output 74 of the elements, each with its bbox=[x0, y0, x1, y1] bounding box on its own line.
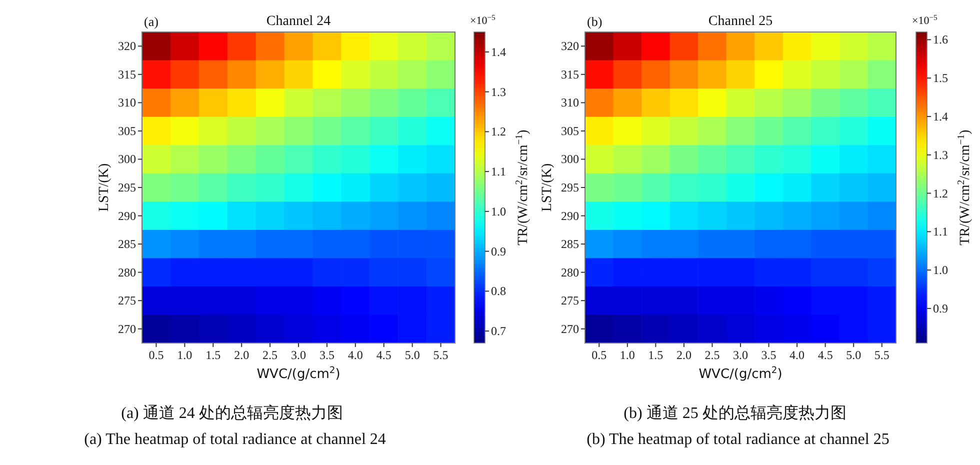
text: (a) The heatmap of total radiance at channel 24 bbox=[84, 431, 386, 448]
x-tick-label: 3.0 bbox=[291, 348, 306, 362]
x-tick-label: 1.0 bbox=[177, 348, 192, 362]
y-tick-label: 320 bbox=[118, 39, 136, 54]
y-tick-label: 295 bbox=[561, 180, 579, 194]
x-tick-label: 1.0 bbox=[620, 348, 635, 362]
x-tick-label: 2.5 bbox=[704, 348, 720, 362]
color-bar-label: 1.6 bbox=[933, 32, 948, 47]
y-tick-label: 310 bbox=[561, 96, 579, 110]
y-tick-label: 280 bbox=[561, 265, 579, 280]
color-bar-label: 1.2 bbox=[491, 124, 506, 139]
y-tick-label: 270 bbox=[118, 322, 136, 336]
x-tick-label: 4.5 bbox=[818, 348, 833, 362]
color-bar-label: 1.4 bbox=[491, 44, 506, 59]
x-tick-label: 1.5 bbox=[648, 348, 664, 362]
color-bar-label: 0.7 bbox=[491, 324, 506, 338]
color-bar-label: 1.4 bbox=[933, 109, 948, 124]
y-tick-label: 275 bbox=[561, 294, 579, 308]
x-tick-label: 3.0 bbox=[733, 348, 748, 362]
y-tick-label: 300 bbox=[561, 152, 579, 166]
x-tick-label: 4.5 bbox=[376, 348, 392, 362]
text: (a) 通道 24 处的总辐亮度热力图 bbox=[121, 404, 343, 422]
y-tick-label: 300 bbox=[118, 152, 136, 166]
color-bar-label: 1.5 bbox=[933, 71, 948, 86]
x-tick-label: 2.0 bbox=[234, 348, 250, 362]
y-tick-label: 275 bbox=[118, 294, 136, 308]
chart-title: Channel 25 bbox=[708, 14, 773, 29]
y-tick-label: 315 bbox=[118, 67, 136, 82]
text: (b) 通道 25 处的总辐亮度热力图 bbox=[624, 404, 846, 422]
x-axis-title: WVC/(g/cm$^{2}$) bbox=[698, 366, 782, 382]
y-tick-label: 320 bbox=[561, 39, 579, 54]
text: (a) bbox=[144, 14, 158, 29]
x-tick-label: 4.0 bbox=[790, 348, 805, 362]
x-tick-label: 3.5 bbox=[319, 348, 334, 362]
text: (b) The heatmap of total radiance at channel 25 bbox=[586, 431, 890, 448]
y-tick-label: 315 bbox=[561, 67, 579, 82]
text: ×10$^{−5}$ bbox=[912, 12, 938, 27]
color-bar-label: 1.3 bbox=[491, 84, 506, 99]
y-tick-label: 285 bbox=[561, 237, 579, 252]
x-tick-label: 0.5 bbox=[148, 348, 164, 362]
color-bar-label: 0.9 bbox=[933, 301, 948, 316]
y-tick-label: 280 bbox=[118, 265, 136, 280]
text: (b) bbox=[587, 14, 602, 29]
y-tick-label: 305 bbox=[118, 124, 136, 138]
y-tick-label: 305 bbox=[561, 124, 579, 138]
color-bar-label: 1.2 bbox=[933, 186, 948, 200]
x-tick-label: 0.5 bbox=[592, 348, 607, 362]
y-tick-label: 290 bbox=[118, 208, 136, 223]
y-axis-title: LST/(K) bbox=[97, 163, 112, 212]
x-tick-label: 5.0 bbox=[846, 348, 862, 362]
x-tick-label: 5.5 bbox=[433, 348, 448, 362]
chart-title: Channel 24 bbox=[266, 14, 331, 29]
text: ×10$^{−5}$ bbox=[470, 12, 496, 27]
color-bar-label: 1.0 bbox=[491, 204, 506, 218]
x-tick-label: 5.5 bbox=[874, 348, 890, 362]
x-axis-title: WVC/(g/cm$^{2}$) bbox=[256, 366, 340, 382]
x-tick-label: 3.5 bbox=[761, 348, 776, 362]
x-tick-label: 2.5 bbox=[262, 348, 278, 362]
color-bar-label: 1.1 bbox=[933, 224, 948, 239]
y-axis-title: LST/(K) bbox=[540, 163, 555, 212]
x-tick-label: 5.0 bbox=[404, 348, 420, 362]
color-bar-label: 1.3 bbox=[933, 148, 948, 162]
y-tick-label: 270 bbox=[561, 322, 579, 336]
x-tick-label: 4.0 bbox=[348, 348, 363, 362]
color-bar-label: 0.8 bbox=[491, 284, 506, 298]
y-tick-label: 290 bbox=[561, 208, 579, 223]
color-bar-label: 1.0 bbox=[933, 263, 948, 278]
x-tick-label: 2.0 bbox=[676, 348, 692, 362]
color-bar-label: 1.1 bbox=[491, 164, 506, 179]
y-tick-label: 310 bbox=[118, 96, 136, 110]
color-bar-label: 0.9 bbox=[491, 244, 506, 258]
y-tick-label: 285 bbox=[118, 237, 136, 252]
x-tick-label: 1.5 bbox=[206, 348, 221, 362]
y-tick-label: 295 bbox=[118, 180, 136, 194]
